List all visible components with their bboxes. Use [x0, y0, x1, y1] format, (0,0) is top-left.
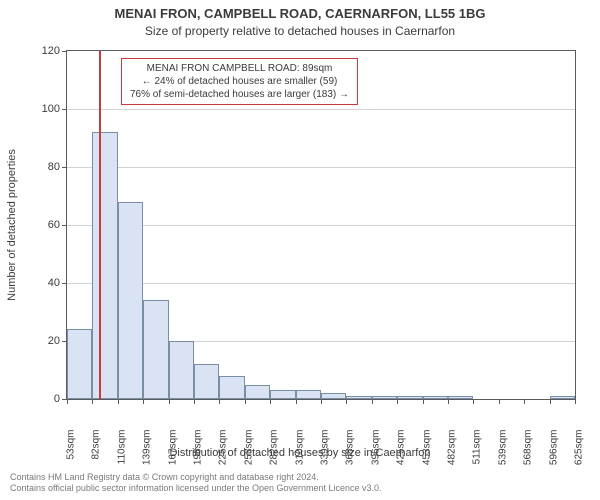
- histogram-bar: [194, 364, 219, 399]
- chart-title: MENAI FRON, CAMPBELL ROAD, CAERNARFON, L…: [0, 6, 600, 21]
- histogram-bar: [296, 390, 321, 399]
- x-tick-mark: [169, 400, 170, 404]
- histogram-bar: [169, 341, 194, 399]
- chart-subtitle: Size of property relative to detached ho…: [0, 24, 600, 38]
- x-tick-mark: [270, 400, 271, 404]
- x-tick-label: 539sqm: [497, 430, 508, 470]
- histogram-bar: [397, 396, 422, 399]
- gridline: [67, 167, 575, 168]
- x-tick-label: 368sqm: [345, 430, 356, 470]
- x-tick-label: 596sqm: [548, 430, 559, 470]
- y-tick-mark: [62, 51, 66, 52]
- x-tick-label: 396sqm: [370, 430, 381, 470]
- footer-line-1: Contains HM Land Registry data © Crown c…: [10, 472, 382, 483]
- x-tick-mark: [550, 400, 551, 404]
- x-tick-mark: [372, 400, 373, 404]
- x-tick-label: 53sqm: [66, 430, 77, 470]
- y-tick-label: 20: [10, 335, 60, 347]
- x-tick-mark: [194, 400, 195, 404]
- info-line-2: ← 24% of detached houses are smaller (59…: [130, 75, 349, 88]
- x-tick-mark: [245, 400, 246, 404]
- y-tick-mark: [62, 399, 66, 400]
- x-tick-mark: [219, 400, 220, 404]
- x-tick-label: 568sqm: [523, 430, 534, 470]
- x-tick-label: 625sqm: [574, 430, 585, 470]
- x-tick-label: 196sqm: [193, 430, 204, 470]
- x-tick-label: 511sqm: [472, 430, 483, 470]
- gridline: [67, 225, 575, 226]
- info-line-3: 76% of semi-detached houses are larger (…: [130, 88, 349, 101]
- y-tick-label: 80: [10, 161, 60, 173]
- x-tick-label: 110sqm: [116, 430, 127, 470]
- x-tick-mark: [473, 400, 474, 404]
- x-tick-mark: [143, 400, 144, 404]
- x-tick-mark: [524, 400, 525, 404]
- x-tick-label: 139sqm: [142, 430, 153, 470]
- x-tick-label: 282sqm: [269, 430, 280, 470]
- y-tick-label: 60: [10, 219, 60, 231]
- y-tick-label: 40: [10, 277, 60, 289]
- y-tick-mark: [62, 167, 66, 168]
- property-size-histogram: MENAI FRON, CAMPBELL ROAD, CAERNARFON, L…: [0, 0, 600, 500]
- histogram-bar: [270, 390, 295, 399]
- y-tick-mark: [62, 341, 66, 342]
- x-tick-mark: [499, 400, 500, 404]
- x-tick-mark: [67, 400, 68, 404]
- histogram-bar: [118, 202, 143, 399]
- histogram-bar: [423, 396, 448, 399]
- histogram-bar: [346, 396, 371, 399]
- x-tick-label: 310sqm: [294, 430, 305, 470]
- x-tick-label: 482sqm: [447, 430, 458, 470]
- x-tick-mark: [397, 400, 398, 404]
- x-tick-mark: [448, 400, 449, 404]
- x-tick-label: 225sqm: [218, 430, 229, 470]
- x-tick-mark: [575, 400, 576, 404]
- histogram-bar: [219, 376, 244, 399]
- x-tick-mark: [118, 400, 119, 404]
- info-box: MENAI FRON CAMPBELL ROAD: 89sqm ← 24% of…: [121, 58, 358, 105]
- y-tick-label: 0: [10, 393, 60, 405]
- x-tick-mark: [346, 400, 347, 404]
- histogram-bar: [92, 132, 117, 399]
- x-tick-label: 453sqm: [421, 430, 432, 470]
- histogram-bar: [321, 393, 346, 399]
- x-tick-mark: [321, 400, 322, 404]
- histogram-bar: [372, 396, 397, 399]
- x-tick-mark: [423, 400, 424, 404]
- x-tick-label: 253sqm: [243, 430, 254, 470]
- histogram-bar: [550, 396, 575, 399]
- y-tick-label: 120: [10, 45, 60, 57]
- histogram-bar: [448, 396, 473, 399]
- histogram-bar: [245, 385, 270, 400]
- info-line-1: MENAI FRON CAMPBELL ROAD: 89sqm: [130, 62, 349, 75]
- y-tick-mark: [62, 225, 66, 226]
- x-tick-label: 82sqm: [91, 430, 102, 470]
- plot-area: MENAI FRON CAMPBELL ROAD: 89sqm ← 24% of…: [66, 50, 576, 400]
- y-tick-label: 100: [10, 103, 60, 115]
- gridline: [67, 283, 575, 284]
- x-tick-mark: [92, 400, 93, 404]
- y-tick-mark: [62, 283, 66, 284]
- x-tick-mark: [296, 400, 297, 404]
- footer-text: Contains HM Land Registry data © Crown c…: [10, 472, 382, 494]
- marker-line: [99, 51, 101, 399]
- x-tick-label: 339sqm: [320, 430, 331, 470]
- x-tick-label: 425sqm: [396, 430, 407, 470]
- gridline: [67, 109, 575, 110]
- histogram-bar: [67, 329, 92, 399]
- y-tick-mark: [62, 109, 66, 110]
- x-tick-label: 167sqm: [167, 430, 178, 470]
- footer-line-2: Contains official public sector informat…: [10, 483, 382, 494]
- histogram-bar: [143, 300, 168, 399]
